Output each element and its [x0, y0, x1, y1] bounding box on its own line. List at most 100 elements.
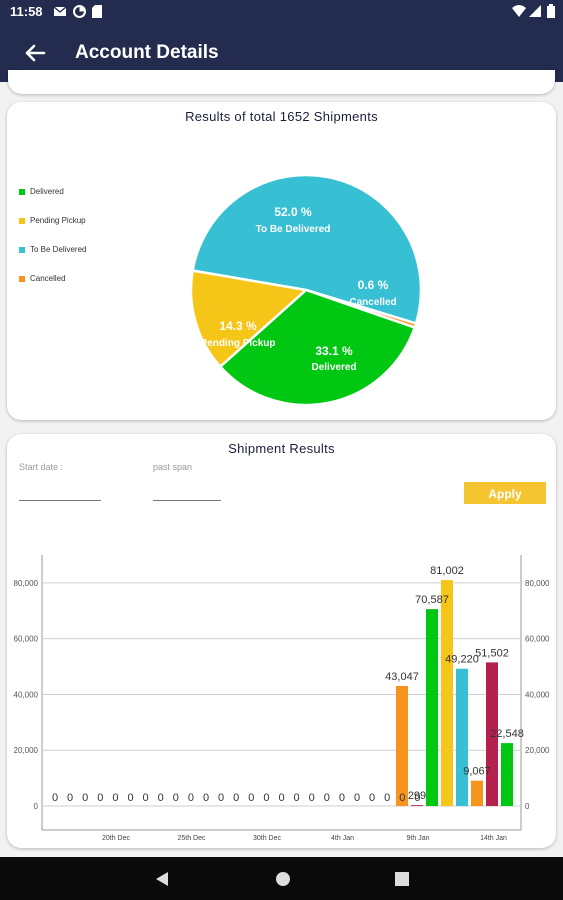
- zero-value-label: 0: [294, 792, 300, 804]
- y-tick-label-left: 60,000: [14, 635, 39, 644]
- bar: [426, 609, 438, 806]
- pie-chart-title: Results of total 1652 Shipments: [185, 109, 378, 124]
- y-tick-label-right: 20,000: [525, 746, 550, 755]
- slice-label-pending-pickup-name: Pending Pickup: [200, 338, 275, 349]
- zero-value-label: 0: [112, 792, 118, 804]
- zero-value-label: 0: [384, 792, 390, 804]
- y-tick-label-left: 40,000: [14, 690, 39, 699]
- legend-swatch: [19, 188, 25, 195]
- zero-value-label: 0: [52, 792, 58, 804]
- slice-label-pending-pickup-pct: 14.3 %: [219, 319, 257, 333]
- legend-item-pending-pickup: Pending Pickup: [19, 216, 86, 225]
- slice-label-delivered-name: Delivered: [311, 362, 356, 373]
- status-bar: 11:58: [0, 0, 563, 24]
- legend-item-cancelled: Cancelled: [19, 274, 66, 283]
- x-tick-label: 4th Jan: [331, 835, 354, 842]
- bar-value-label: 70,587: [415, 594, 449, 606]
- x-tick-label: 25th Dec: [177, 835, 206, 842]
- past-span-input[interactable]: [153, 500, 221, 501]
- legend-swatch: [19, 217, 25, 224]
- past-span-label: past span: [153, 462, 193, 472]
- bar: [441, 580, 453, 806]
- zero-value-label: 0: [82, 792, 88, 804]
- zero-value-label: 0: [218, 792, 224, 804]
- y-tick-label-left: 0: [34, 802, 39, 811]
- page-title: Account Details: [75, 42, 219, 63]
- data-saver-icon: [73, 5, 86, 18]
- bar-value-label: 299: [408, 790, 426, 802]
- zero-value-label: 0: [188, 792, 194, 804]
- previous-card: [8, 70, 555, 94]
- bar-value-label: 81,002: [430, 565, 464, 577]
- bar-value-label: 51,502: [475, 647, 509, 659]
- mail-icon: [54, 7, 66, 16]
- legend-item-delivered: Delivered: [19, 187, 64, 196]
- legend-swatch: [19, 246, 25, 253]
- zero-value-label: 0: [203, 792, 209, 804]
- zero-value-label: 0: [324, 792, 330, 804]
- zero-value-label: 0: [354, 792, 360, 804]
- wifi-icon: [512, 5, 526, 17]
- nav-recents-icon[interactable]: [395, 872, 409, 886]
- zero-value-label: 0: [67, 792, 73, 804]
- zero-value-label: 0: [158, 792, 164, 804]
- sd-card-icon: [92, 5, 102, 18]
- bar-value-label: 43,047: [385, 671, 419, 683]
- nav-home-icon[interactable]: [275, 871, 291, 887]
- x-tick-label: 30th Dec: [253, 835, 282, 842]
- slice-label-cancelled-name: Cancelled: [349, 297, 396, 308]
- slice-label-to-be-delivered-pct: 52.0 %: [274, 205, 312, 219]
- zero-value-label: 0: [173, 792, 179, 804]
- pie-card: Results of total 1652 Shipments Delivere…: [7, 102, 556, 420]
- bar: [456, 668, 468, 806]
- y-tick-label-right: 0: [525, 802, 530, 811]
- legend-swatch: [19, 275, 25, 282]
- back-arrow-icon[interactable]: [22, 40, 48, 66]
- bar: [486, 662, 498, 806]
- zero-value-label: 0: [399, 792, 405, 804]
- zero-value-label: 0: [248, 792, 254, 804]
- x-tick-label: 20th Dec: [102, 835, 131, 842]
- slice-label-to-be-delivered-name: To Be Delivered: [256, 224, 331, 235]
- signal-icon: [529, 5, 541, 17]
- shipment-results-title: Shipment Results: [228, 441, 335, 456]
- pie-chart: 52.0 % To Be Delivered 0.6 % Cancelled 3…: [189, 173, 423, 407]
- pie-slice-to-be-delivered: [191, 173, 423, 325]
- x-tick-label: 9th Jan: [407, 835, 430, 842]
- bar-value-label: 49,220: [445, 654, 479, 666]
- zero-value-label: 0: [339, 792, 345, 804]
- bar-value-label: 9,067: [463, 766, 491, 778]
- legend-label: Cancelled: [30, 274, 66, 283]
- legend-label: Pending Pickup: [30, 216, 86, 225]
- y-tick-label-right: 80,000: [525, 579, 550, 588]
- start-date-label: Start date :: [19, 462, 64, 472]
- zero-value-label: 0: [414, 792, 420, 804]
- bar: [471, 780, 483, 806]
- zero-value-label: 0: [127, 792, 133, 804]
- system-nav-bar: [0, 857, 563, 900]
- start-date-input[interactable]: [19, 500, 101, 501]
- bar: [501, 743, 513, 806]
- apply-button[interactable]: Apply: [464, 482, 546, 504]
- battery-icon: [547, 4, 555, 18]
- y-tick-label-left: 20,000: [14, 746, 39, 755]
- pie-slice-pending-pickup: [189, 269, 309, 369]
- zero-value-label: 0: [97, 792, 103, 804]
- legend-label: To Be Delivered: [30, 245, 87, 254]
- bar: [411, 805, 423, 806]
- pie-slice-delivered: [218, 288, 417, 407]
- nav-back-icon[interactable]: [155, 871, 169, 887]
- legend-label: Delivered: [30, 187, 64, 196]
- slice-label-cancelled-pct: 0.6 %: [358, 278, 389, 292]
- slice-label-delivered-pct: 33.1 %: [315, 344, 353, 358]
- zero-value-label: 0: [369, 792, 375, 804]
- legend-item-to-be-delivered: To Be Delivered: [19, 245, 86, 254]
- y-tick-label-left: 80,000: [14, 579, 39, 588]
- zero-value-label: 0: [309, 792, 315, 804]
- zero-value-label: 0: [143, 792, 149, 804]
- x-tick-label: 14th Jan: [480, 835, 507, 842]
- zero-value-label: 0: [233, 792, 239, 804]
- status-time: 11:58: [10, 4, 43, 19]
- y-tick-label-right: 60,000: [525, 635, 550, 644]
